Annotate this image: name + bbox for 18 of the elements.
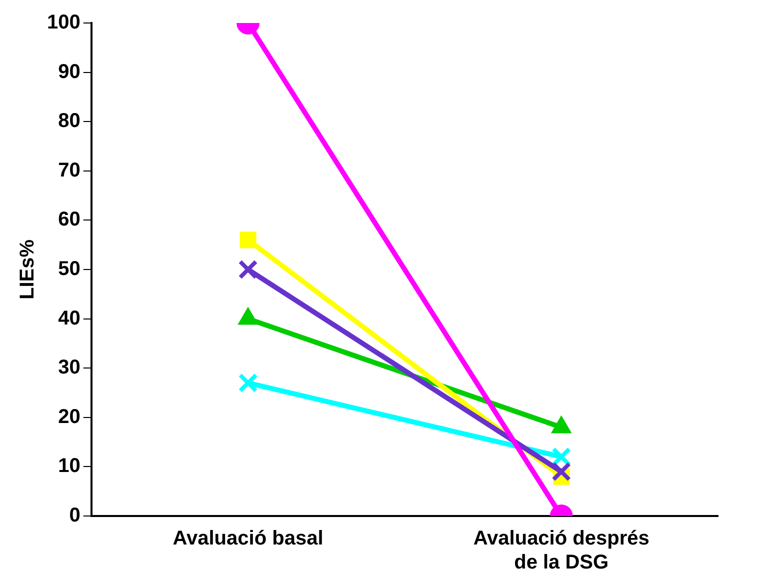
y-tick-label: 90	[58, 60, 80, 83]
point	[238, 260, 258, 280]
point	[552, 462, 572, 482]
y-tick-label: 10	[58, 455, 80, 478]
y-tick-label: 100	[46, 12, 80, 34]
x-tick-label: Avaluació després de la DSG	[473, 528, 650, 574]
y-tick-label: 80	[58, 110, 80, 132]
y-tick-label: 50	[58, 258, 80, 280]
x-tick-label: Avaluació basal	[172, 528, 324, 550]
y-tick-label: 60	[58, 208, 80, 231]
y-axis-title: LIEs%	[16, 239, 39, 300]
y-tick-label: 0	[69, 504, 80, 527]
y-tick-label: 40	[58, 307, 80, 330]
y-tick-label: 20	[58, 406, 80, 428]
y-tick-label: 30	[58, 356, 80, 379]
y-tick-label: 70	[58, 159, 80, 182]
point	[238, 373, 258, 393]
point	[240, 232, 256, 248]
